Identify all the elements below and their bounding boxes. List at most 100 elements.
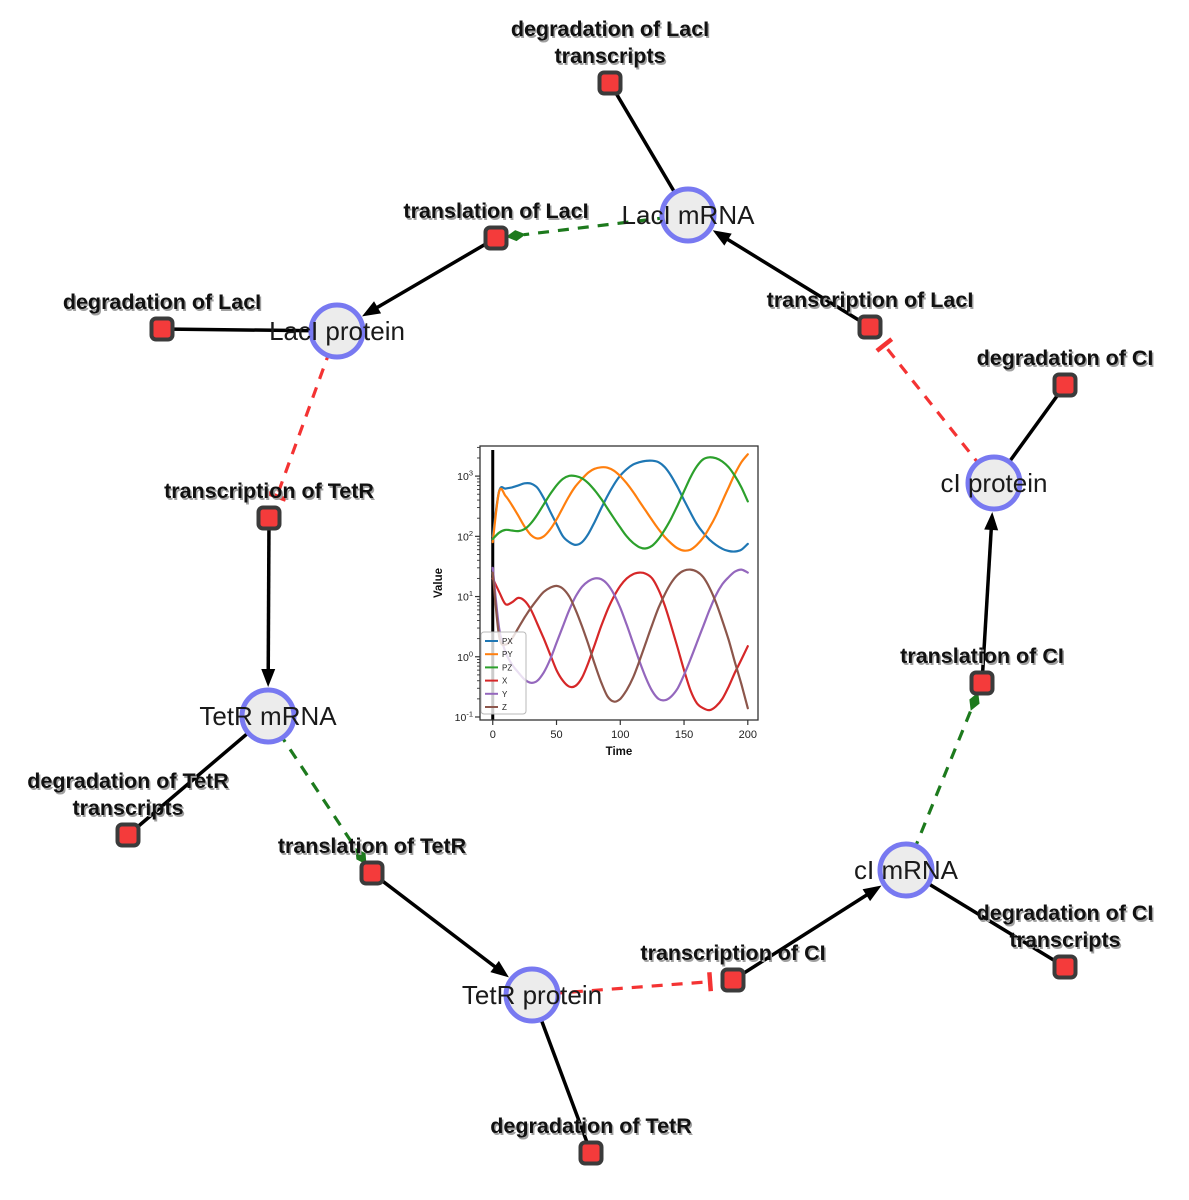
reaction-label-shadow-transcription_tetr: transcription of TetR [166,481,376,505]
reaction-label-shadow-translation_laci: translation of LacI [405,201,590,225]
edge-production-transcription_ci-ci_mrna-arrowhead [862,885,882,902]
edge-production-translation_ci-ci_protein [980,523,994,684]
reaction-node-deg_tetr[interactable] [578,1140,604,1166]
reaction-node-deg_ci_transcripts[interactable] [1052,954,1078,980]
reaction-label-deg_ci_transcripts: transcripts [1009,928,1120,952]
series-line-Z [491,568,749,710]
edge-production-transcription_tetr-tetr_mrna-arrowhead [261,668,276,688]
reaction-node-deg_tetr_transcripts[interactable] [115,822,141,848]
edge-production-transcription_laci-laci_mrna [722,234,871,329]
series-line-Y [491,566,749,702]
edge-inhibition-ci_protein-transcription_laci [886,347,996,484]
reaction-label-shadow-deg_ci: degradation of CI [978,348,1155,372]
reaction-label-shadow-deg_ci_transcripts: degradation of CI [978,903,1155,927]
y-tick-label: 103 [457,469,473,484]
reaction-label-shadow-deg_laci_transcripts: transcripts [556,46,667,70]
species-label-laci_protein: LacI protein [269,316,405,346]
reaction-label-shadow-deg_laci: degradation of LacI [64,292,262,316]
edge-modifier-tetr_mrna-translation_tetr-diamond-head [355,847,367,865]
edge-production-transcription_tetr-tetr_mrna [266,517,271,676]
edge-production-translation_tetr-tetr_protein-arrowhead [490,960,509,978]
reaction-label-shadow-deg_ci_transcripts: transcripts [1011,930,1122,954]
reaction-label-translation_tetr: translation of TetR [278,834,467,858]
reaction-label-shadow-deg_tetr: degradation of TetR [492,1116,694,1140]
species-label-tetr_protein: TetR protein [462,980,602,1010]
edge-production-transcription_ci-ci_mrna [732,890,873,982]
species-label-ci_mrna: cI mRNA [854,855,959,885]
reaction-node-translation_ci[interactable] [969,670,995,696]
reaction-node-translation_tetr[interactable] [359,860,385,886]
labels-layer: degradation of LacI degradation of LacI tr… [27,17,1155,1140]
reaction-label-deg_laci_transcripts: degradation of LacI [511,17,709,41]
nodes-layer [115,70,1078,1166]
edge-production-translation_ci-ci_protein-arrowhead [984,511,999,531]
series-line-X [491,571,749,712]
reaction-label-deg_ci: degradation of CI [977,346,1154,370]
reaction-node-deg_ci[interactable] [1052,372,1078,398]
edge-production-translation_laci-laci_protein-arrowhead [362,301,382,317]
reaction-label-deg_tetr_transcripts: transcripts [72,796,183,820]
reaction-label-shadow-deg_tetr_transcripts: degradation of TetR [29,771,231,795]
edge-modifier-ci_mrna-translation_ci [904,708,973,871]
x-tick-label: 150 [675,729,693,741]
species-label-laci_mrna: LacI mRNA [622,200,756,230]
edge-production-transcription_laci-laci_mrna-arrowhead [712,230,732,246]
x-tick-label: 0 [490,729,496,741]
reaction-label-shadow-translation_tetr: translation of TetR [279,836,468,860]
edge-consumption-laci_protein-deg_laci [161,327,338,333]
reaction-node-transcription_ci[interactable] [720,967,746,993]
edge-production-translation_tetr-tetr_protein [370,871,501,972]
species-node-tetr_mrna[interactable] [239,687,297,745]
reaction-label-transcription_laci: transcription of LacI [767,288,974,312]
reaction-label-translation_ci: translation of CI [900,644,1064,668]
series-line-PZ [491,456,749,550]
species-node-ci_protein[interactable] [965,454,1023,512]
edge-consumption-tetr_mrna-deg_tetr_transcripts [126,714,270,837]
reaction-node-deg_laci_transcripts[interactable] [597,70,623,96]
reaction-label-transcription_tetr: transcription of TetR [164,479,374,503]
y-axis-label: Value [433,568,445,598]
edge-inhibition-tetr_protein-transcription_ci [531,980,706,997]
reaction-label-deg_laci: degradation of LacI [63,290,261,314]
reaction-label-deg_ci_transcripts: degradation of CI [977,901,1154,925]
reaction-label-shadow-deg_tetr_transcripts: transcripts [74,798,185,822]
edge-inhibition-laci_protein-transcription_tetr-tbar-head [267,491,287,502]
reaction-node-transcription_laci[interactable] [857,314,883,340]
axes-box [479,445,759,721]
legend-label-PY: PY [502,650,513,659]
reaction-label-shadow-transcription_ci: transcription of CI [642,943,827,967]
reaction-label-shadow-deg_laci_transcripts: degradation of LacI [512,19,710,43]
species-label-ci_protein: cI protein [941,468,1048,498]
edge-inhibition-tetr_protein-transcription_ci-tbar-head [707,972,714,992]
reaction-label-shadow-transcription_laci: transcription of LacI [768,290,975,314]
edge-modifier-laci_mrna-translation_laci-diamond-head [505,230,526,242]
species-node-tetr_protein[interactable] [503,966,561,1024]
chart-inset: 0 50 100 150 200 10-1 100 101 102 103 PX PY PZ X Y Z Tim… [430,438,778,768]
y-tick-label: 100 [457,649,473,664]
reaction-node-transcription_tetr[interactable] [256,505,282,531]
species-label-tetr_mrna: TetR mRNA [199,701,337,731]
reaction-label-deg_tetr: degradation of TetR [490,1114,692,1138]
legend-label-X: X [502,677,508,686]
edge-consumption-ci_mrna-deg_ci_transcripts [905,868,1066,969]
x-tick-label: 50 [550,729,562,741]
x-tick-label: 100 [611,729,629,741]
legend-label-Y: Y [502,690,508,699]
series-line-PY [491,453,749,552]
y-tick-label: 102 [457,529,473,544]
species-node-laci_mrna[interactable] [659,186,717,244]
reaction-node-translation_laci[interactable] [483,225,509,251]
reaction-label-deg_tetr_transcripts: degradation of TetR [27,769,229,793]
species-node-laci_protein[interactable] [308,302,366,360]
reaction-label-transcription_ci: transcription of CI [640,941,825,965]
x-axis-label: Time [606,746,633,758]
species-node-ci_mrna[interactable] [877,841,935,899]
edge-modifier-ci_mrna-translation_ci-diamond-head [969,692,980,711]
reaction-label-shadow-translation_ci: translation of CI [902,646,1066,670]
y-tick-label: 101 [457,589,473,604]
reaction-node-deg_laci[interactable] [149,316,175,342]
legend-label-PZ: PZ [502,663,512,672]
edge-inhibition-ci_protein-transcription_laci-tbar-head [875,337,894,353]
